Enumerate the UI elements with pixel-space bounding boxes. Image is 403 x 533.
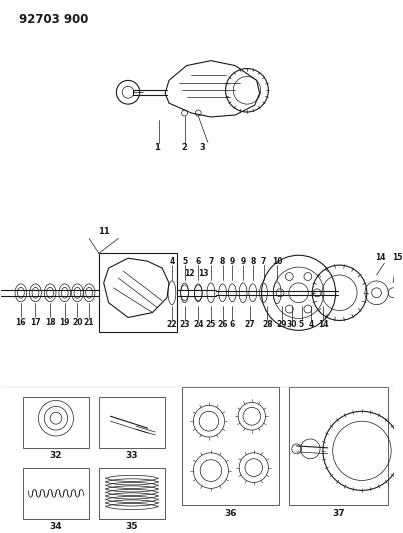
Text: 23: 23 [179,320,190,329]
Bar [23,467,89,519]
Text: 92703 900: 92703 900 [19,13,88,26]
Text: 37: 37 [332,508,345,518]
Text: 11: 11 [98,227,110,236]
Text: 2: 2 [182,143,187,152]
Text: 8: 8 [250,257,256,265]
Bar [99,253,177,332]
Bar [99,397,165,448]
Text: 32: 32 [50,451,62,461]
Bar [23,397,89,448]
Text: 13: 13 [198,269,209,278]
Text: 16: 16 [16,318,26,327]
Text: 36: 36 [224,508,237,518]
Text: 4: 4 [169,257,174,265]
Text: 5: 5 [182,257,187,265]
Text: 22: 22 [167,320,177,329]
Text: 9: 9 [230,257,235,265]
Text: 18: 18 [45,318,56,327]
Text: 19: 19 [60,318,70,327]
Text: 6: 6 [230,320,235,329]
Text: 15: 15 [392,253,402,262]
Text: 10: 10 [272,257,283,265]
Bar [182,386,279,505]
Text: 26: 26 [217,320,228,329]
Text: 3: 3 [199,143,205,152]
Text: 27: 27 [245,320,255,329]
Text: 28: 28 [262,320,273,329]
Text: 9: 9 [241,257,246,265]
Text: 29: 29 [277,320,287,329]
Text: 7: 7 [208,257,214,265]
Text: 1: 1 [154,143,160,152]
Text: 25: 25 [206,320,216,329]
Text: 30: 30 [287,320,297,329]
Text: 7: 7 [261,257,266,265]
Text: 14: 14 [318,320,328,329]
Text: 34: 34 [50,522,62,531]
Text: 8: 8 [220,257,225,265]
Text: 24: 24 [193,320,204,329]
Bar [289,386,388,505]
Bar [99,467,165,519]
Text: 35: 35 [126,522,138,531]
Text: 20: 20 [72,318,83,327]
Text: 12: 12 [185,269,195,278]
Text: 21: 21 [84,318,94,327]
Text: 14: 14 [375,253,386,262]
Text: 33: 33 [126,451,138,461]
Text: 5: 5 [299,320,304,329]
Text: 4: 4 [309,320,314,329]
Text: 17: 17 [30,318,41,327]
Text: 6: 6 [195,257,201,265]
